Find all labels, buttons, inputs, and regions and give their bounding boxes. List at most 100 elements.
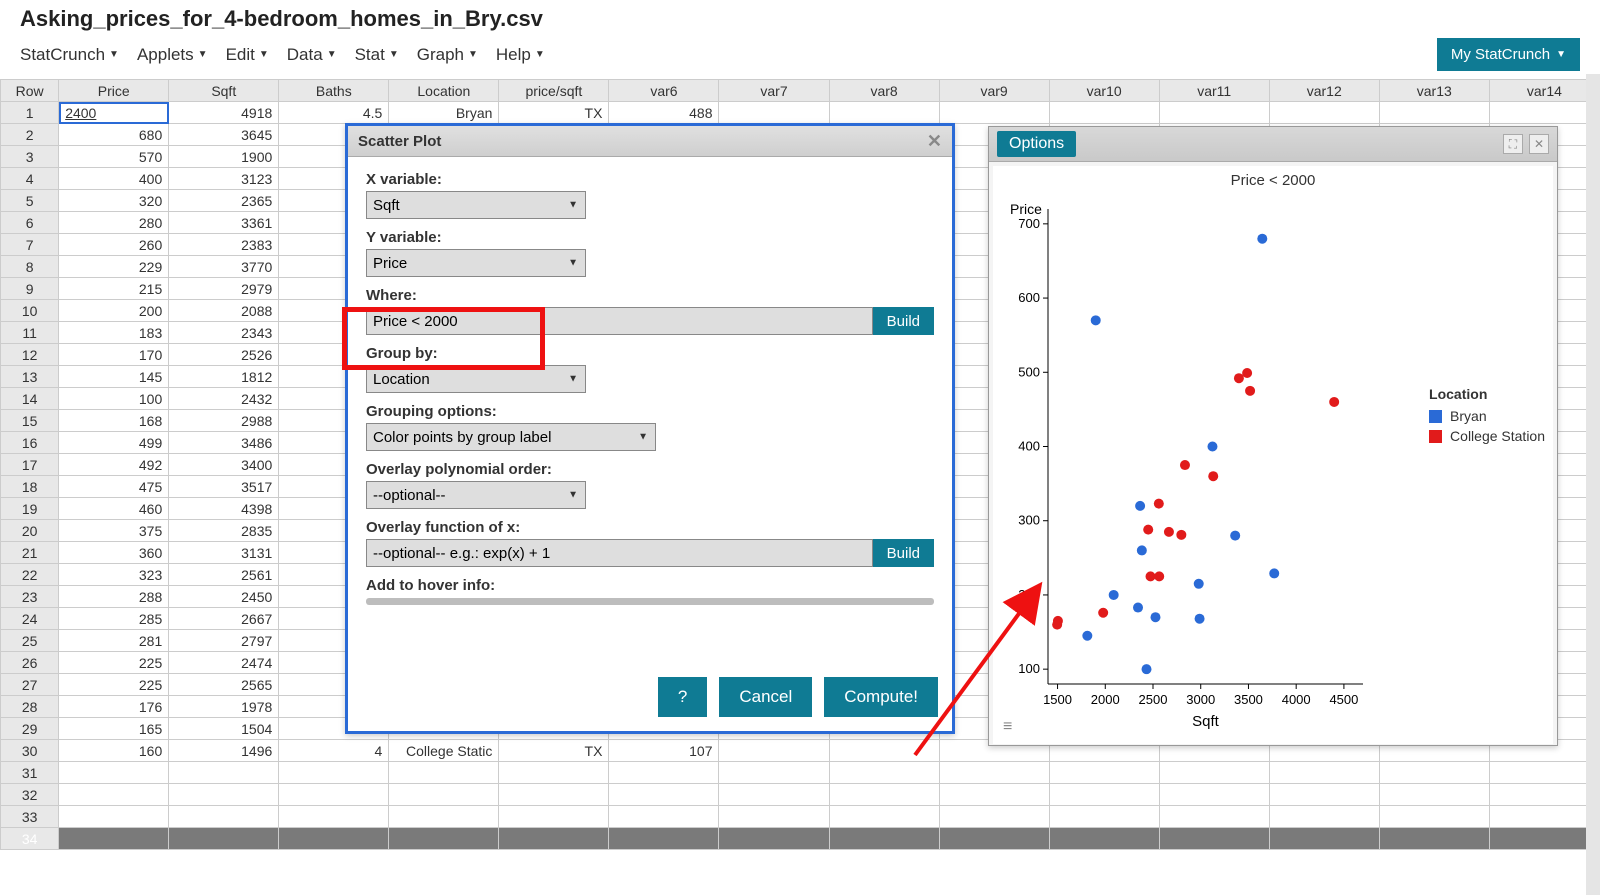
cell[interactable]: 3517	[169, 476, 279, 498]
cell[interactable]: 2088	[169, 300, 279, 322]
cell[interactable]	[279, 806, 389, 828]
cell[interactable]	[829, 828, 939, 850]
row-header[interactable]: 18	[1, 476, 59, 498]
yvar-select[interactable]	[366, 249, 586, 277]
compute-button[interactable]: Compute!	[824, 677, 938, 717]
row-header[interactable]: 1	[1, 102, 59, 124]
cell[interactable]	[829, 740, 939, 762]
cell[interactable]: 3645	[169, 124, 279, 146]
cell[interactable]: 375	[59, 520, 169, 542]
cell[interactable]	[389, 784, 499, 806]
cell[interactable]: 4398	[169, 498, 279, 520]
cell[interactable]: 320	[59, 190, 169, 212]
cell[interactable]	[719, 102, 829, 124]
cell[interactable]: 1504	[169, 718, 279, 740]
row-header[interactable]: 33	[1, 806, 59, 828]
results-titlebar[interactable]: Options ⛶ ✕	[989, 127, 1557, 162]
col-header[interactable]: var7	[719, 80, 829, 102]
cancel-button[interactable]: Cancel	[719, 677, 812, 717]
cell[interactable]	[939, 828, 1049, 850]
cell[interactable]: 400	[59, 168, 169, 190]
maximize-icon[interactable]: ⛶	[1503, 134, 1523, 154]
cell[interactable]: 3770	[169, 256, 279, 278]
menu-applets[interactable]: Applets▼	[137, 45, 208, 65]
cell[interactable]: 107	[609, 740, 719, 762]
cell[interactable]	[609, 806, 719, 828]
row-header[interactable]: 29	[1, 718, 59, 740]
cell[interactable]	[1269, 828, 1379, 850]
cell[interactable]	[829, 784, 939, 806]
col-header[interactable]: var13	[1379, 80, 1489, 102]
row-header[interactable]: 30	[1, 740, 59, 762]
cell[interactable]: 200	[59, 300, 169, 322]
cell[interactable]: 2667	[169, 608, 279, 630]
row-header[interactable]: 13	[1, 366, 59, 388]
cell[interactable]	[59, 784, 169, 806]
cell[interactable]: 168	[59, 410, 169, 432]
cell[interactable]	[1489, 806, 1599, 828]
cell[interactable]: 1978	[169, 696, 279, 718]
cell[interactable]: 3486	[169, 432, 279, 454]
cell[interactable]	[1379, 806, 1489, 828]
dialog-titlebar[interactable]: Scatter Plot ✕	[348, 126, 952, 157]
cell[interactable]: 2400	[59, 102, 169, 124]
row-header[interactable]: 31	[1, 762, 59, 784]
cell[interactable]	[719, 828, 829, 850]
cell[interactable]	[1269, 784, 1379, 806]
cell[interactable]: 475	[59, 476, 169, 498]
cell[interactable]	[1379, 784, 1489, 806]
cell[interactable]: 2988	[169, 410, 279, 432]
cell[interactable]	[1489, 828, 1599, 850]
cell[interactable]	[609, 762, 719, 784]
cell[interactable]: 499	[59, 432, 169, 454]
cell[interactable]: 1496	[169, 740, 279, 762]
row-header[interactable]: 20	[1, 520, 59, 542]
poly-select[interactable]	[366, 481, 586, 509]
row-header[interactable]: 10	[1, 300, 59, 322]
cell[interactable]	[389, 762, 499, 784]
row-header[interactable]: 26	[1, 652, 59, 674]
cell[interactable]: 2343	[169, 322, 279, 344]
close-icon[interactable]: ✕	[927, 132, 942, 150]
cell[interactable]	[1269, 762, 1379, 784]
menu-statcrunch[interactable]: StatCrunch▼	[20, 45, 119, 65]
row-header[interactable]: 5	[1, 190, 59, 212]
row-header[interactable]: 17	[1, 454, 59, 476]
cell[interactable]: 3123	[169, 168, 279, 190]
cell[interactable]: 570	[59, 146, 169, 168]
fn-input[interactable]	[366, 539, 873, 567]
row-header[interactable]: 32	[1, 784, 59, 806]
cell[interactable]: 165	[59, 718, 169, 740]
help-button[interactable]: ?	[658, 677, 707, 717]
cell[interactable]	[389, 806, 499, 828]
cell[interactable]	[719, 762, 829, 784]
row-header[interactable]: 21	[1, 542, 59, 564]
cell[interactable]	[939, 102, 1049, 124]
row-header[interactable]: 4	[1, 168, 59, 190]
cell[interactable]	[1159, 828, 1269, 850]
cell[interactable]: 3400	[169, 454, 279, 476]
cell[interactable]	[1159, 102, 1269, 124]
cell[interactable]	[609, 784, 719, 806]
cell[interactable]	[719, 806, 829, 828]
cell[interactable]	[1049, 784, 1159, 806]
cell[interactable]	[59, 828, 169, 850]
cell[interactable]	[829, 806, 939, 828]
cell[interactable]: 3131	[169, 542, 279, 564]
groupopt-select[interactable]	[366, 423, 656, 451]
col-header[interactable]: var12	[1269, 80, 1379, 102]
row-header[interactable]: 14	[1, 388, 59, 410]
cell[interactable]: 225	[59, 674, 169, 696]
row-header[interactable]: 6	[1, 212, 59, 234]
col-header[interactable]: Row	[1, 80, 59, 102]
cell[interactable]	[1269, 102, 1379, 124]
row-header[interactable]: 34	[1, 828, 59, 850]
menu-data[interactable]: Data▼	[287, 45, 337, 65]
cell[interactable]	[1049, 102, 1159, 124]
col-header[interactable]: var9	[939, 80, 1049, 102]
cell[interactable]: 176	[59, 696, 169, 718]
cell[interactable]: 460	[59, 498, 169, 520]
cell[interactable]	[609, 828, 719, 850]
cell[interactable]: 229	[59, 256, 169, 278]
cell[interactable]: TX	[499, 102, 609, 124]
